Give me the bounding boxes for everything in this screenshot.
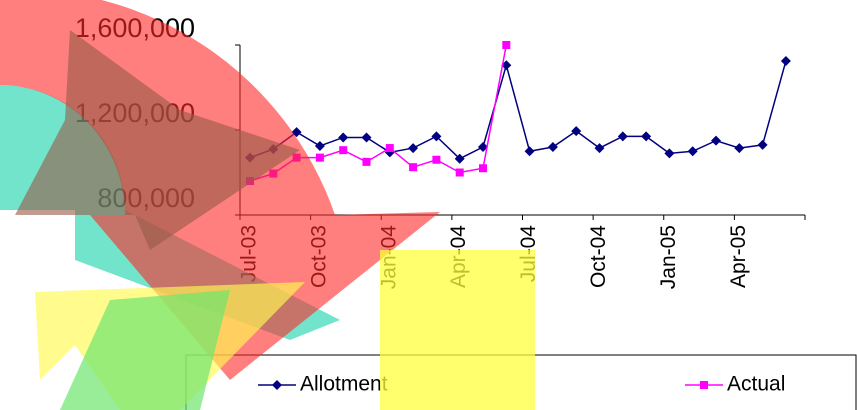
point <box>687 146 698 157</box>
brown-arrow <box>15 30 300 250</box>
point <box>315 153 324 162</box>
point <box>431 131 442 142</box>
legend-label: Actual <box>727 373 785 396</box>
series-line <box>249 60 787 160</box>
point <box>361 132 372 143</box>
green-shape <box>60 290 230 410</box>
yellow-rect <box>380 250 535 410</box>
point <box>571 126 582 137</box>
point <box>734 143 745 154</box>
point <box>502 41 511 49</box>
point <box>338 132 349 143</box>
point <box>711 135 721 146</box>
point <box>700 381 708 389</box>
point <box>314 140 325 151</box>
point <box>547 142 558 152</box>
point <box>362 157 371 166</box>
point <box>524 146 535 157</box>
point <box>641 131 652 142</box>
point <box>385 144 394 153</box>
point <box>432 155 441 164</box>
point <box>408 143 419 154</box>
point <box>455 168 464 177</box>
x-tick-label: Oct-04 <box>587 225 610 288</box>
point <box>594 143 605 154</box>
point <box>479 164 487 173</box>
point <box>272 380 282 390</box>
x-tick-label: Apr-05 <box>727 225 750 288</box>
point <box>501 60 512 71</box>
x-tick-label: Jan-05 <box>657 225 680 289</box>
overlay-shapes <box>0 0 535 410</box>
point <box>454 153 465 164</box>
legend-label: Allotment <box>300 373 388 396</box>
point <box>409 163 418 172</box>
point <box>339 146 348 155</box>
point <box>617 131 628 142</box>
point <box>780 55 791 66</box>
point <box>757 139 768 150</box>
point <box>478 142 488 152</box>
point <box>664 148 675 159</box>
